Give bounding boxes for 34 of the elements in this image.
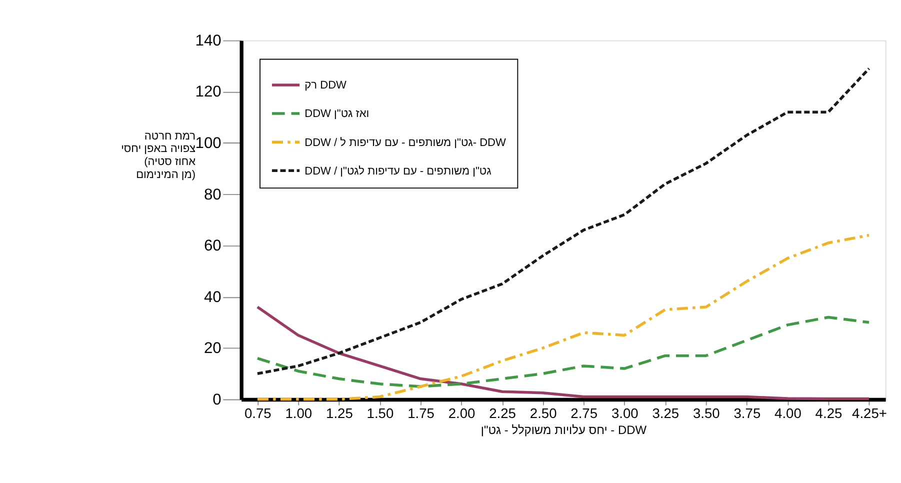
y-tick-label: 40	[204, 288, 222, 306]
x-tick-label: 4.25+	[852, 406, 887, 422]
x-tick-label: 4.00	[774, 406, 802, 422]
x-tick-label: 0.75	[244, 406, 272, 422]
y-tick-label: 20	[204, 340, 222, 358]
legend-label: רק DDW	[304, 80, 348, 92]
y-tick-label: 120	[195, 84, 222, 101]
line-series	[256, 316, 870, 388]
x-tick-label: 3.75	[734, 406, 761, 422]
legend-label: DDW / גט"ן משותפים - עם עדיפות ל- DDW	[304, 136, 506, 149]
y-tick-label: 60	[204, 238, 222, 255]
x-tick-label: 3.50	[692, 406, 720, 422]
x-tick-label: 3.25	[652, 406, 680, 422]
y-tick-label: 80	[204, 186, 222, 204]
line-series	[256, 67, 870, 376]
x-tick-label: 2.50	[530, 406, 558, 422]
x-tick-label: 2.25	[489, 406, 516, 422]
x-tick-label: 2.00	[448, 406, 476, 422]
legend-label: DDW / גט"ן משותפים - עם עדיפות לגט"ן	[304, 165, 492, 178]
x-tick-label: 1.25	[326, 406, 354, 422]
x-tick-label: 4.25	[815, 406, 842, 422]
x-tick-label: 1.00	[285, 406, 312, 422]
y-tick-label: 100	[195, 134, 222, 152]
legend-label: DDW ואז גט"ן	[304, 108, 370, 120]
y-tick-label: 0	[212, 391, 222, 408]
x-axis-title: יחס עלויות משוקלל - גט"ן - DDW	[480, 422, 648, 437]
x-tick-label: 3.00	[611, 406, 639, 422]
line-series	[256, 234, 870, 401]
x-tick-label: 2.75	[570, 406, 598, 422]
line-series	[256, 306, 870, 400]
x-tick-label: 1.75	[408, 406, 435, 422]
y-axis-title: רמת חרטה צפויה באפן יחסי (אחוז סטיה מן המינימום)	[121, 130, 196, 181]
y-tick-label: 140	[195, 32, 222, 50]
x-tick-label: 1.50	[366, 406, 394, 422]
